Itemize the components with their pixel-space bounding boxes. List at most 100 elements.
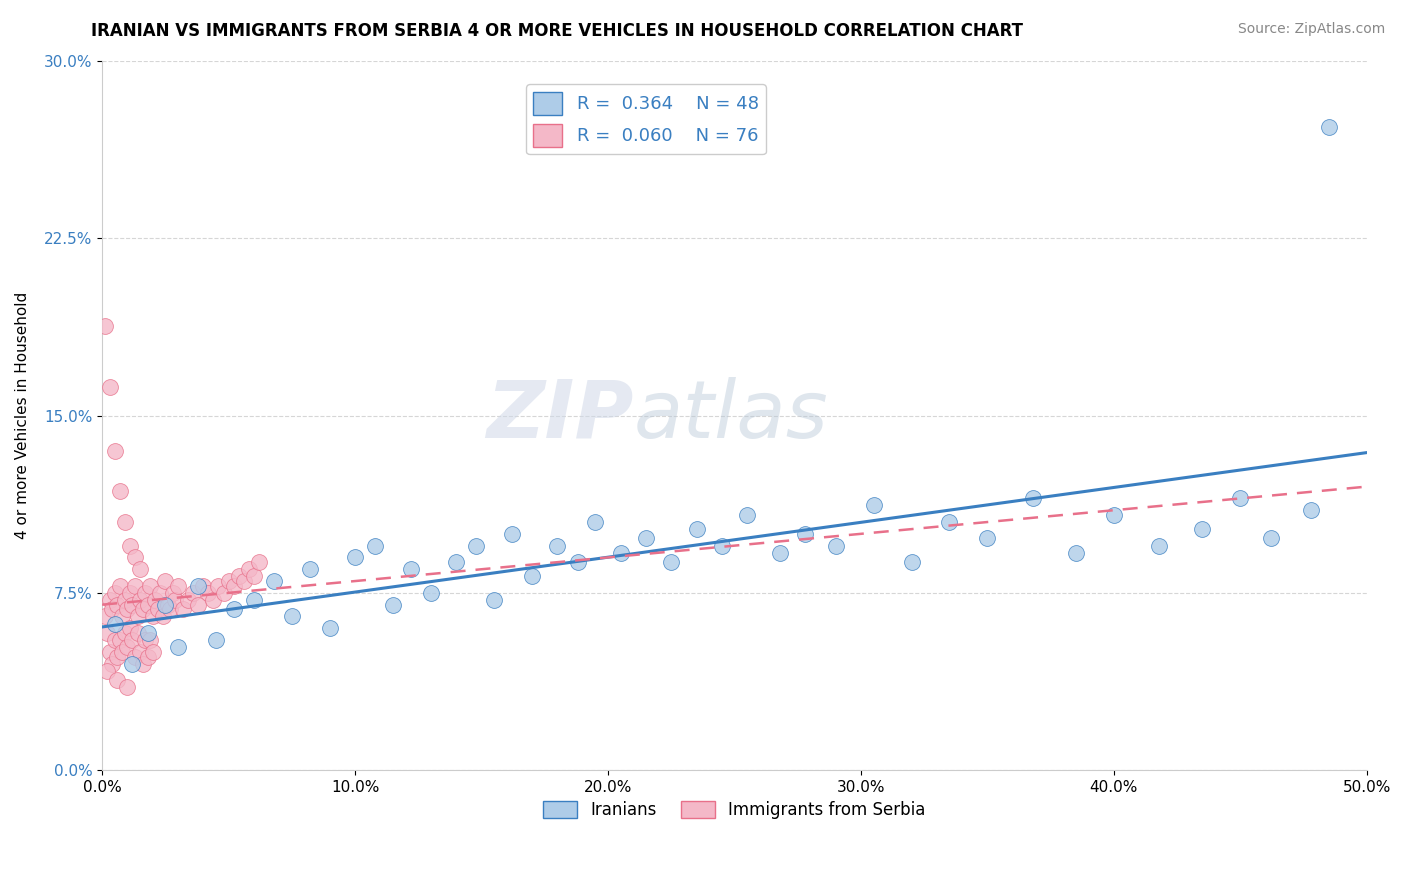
Point xyxy=(181,586,204,600)
Point xyxy=(228,569,250,583)
Point xyxy=(212,586,235,600)
Point xyxy=(152,609,174,624)
Point xyxy=(243,593,266,607)
Point xyxy=(319,621,342,635)
Point xyxy=(193,579,215,593)
Point xyxy=(205,633,228,648)
Legend: Iranians, Immigrants from Serbia: Iranians, Immigrants from Serbia xyxy=(537,794,932,825)
Point xyxy=(93,318,115,333)
Point xyxy=(382,598,405,612)
Point xyxy=(1102,508,1125,522)
Point xyxy=(105,673,128,688)
Point xyxy=(121,657,143,671)
Point xyxy=(96,664,118,678)
Point xyxy=(155,598,177,612)
Point xyxy=(114,593,136,607)
Point xyxy=(156,598,179,612)
Point xyxy=(127,626,149,640)
Point xyxy=(134,586,156,600)
Point xyxy=(142,609,165,624)
Point xyxy=(222,579,245,593)
Point xyxy=(298,562,321,576)
Point xyxy=(167,640,190,654)
Point xyxy=(794,526,817,541)
Point xyxy=(104,586,127,600)
Point xyxy=(862,499,884,513)
Point xyxy=(165,593,187,607)
Point xyxy=(769,546,792,560)
Y-axis label: 4 or more Vehicles in Household: 4 or more Vehicles in Household xyxy=(15,292,30,539)
Point xyxy=(104,444,127,458)
Point xyxy=(118,539,141,553)
Point xyxy=(938,515,960,529)
Point xyxy=(104,633,127,648)
Point xyxy=(131,657,153,671)
Point xyxy=(609,546,631,560)
Point xyxy=(124,550,146,565)
Point xyxy=(1149,539,1171,553)
Point xyxy=(121,598,143,612)
Point xyxy=(177,593,200,607)
Point xyxy=(124,649,146,664)
Point xyxy=(117,640,139,654)
Point xyxy=(419,586,441,600)
Point xyxy=(108,579,131,593)
Point xyxy=(98,380,121,394)
Point xyxy=(121,633,143,648)
Point xyxy=(129,645,152,659)
Point xyxy=(232,574,254,588)
Point xyxy=(1301,503,1323,517)
Point xyxy=(364,539,387,553)
Point xyxy=(685,522,707,536)
Point xyxy=(105,649,128,664)
Point xyxy=(202,593,225,607)
Point xyxy=(976,532,998,546)
Point xyxy=(117,602,139,616)
Point xyxy=(114,515,136,529)
Point xyxy=(98,645,121,659)
Point xyxy=(197,586,219,600)
Point xyxy=(139,633,162,648)
Point xyxy=(583,515,606,529)
Point xyxy=(139,579,162,593)
Point xyxy=(108,633,131,648)
Point xyxy=(117,681,139,695)
Point xyxy=(136,649,159,664)
Point xyxy=(129,562,152,576)
Point xyxy=(567,555,589,569)
Point xyxy=(900,555,922,569)
Point xyxy=(520,569,543,583)
Point xyxy=(167,579,190,593)
Point xyxy=(155,574,177,588)
Point xyxy=(1064,546,1087,560)
Point xyxy=(136,626,159,640)
Point xyxy=(1260,532,1282,546)
Point xyxy=(238,562,260,576)
Point xyxy=(263,574,285,588)
Point xyxy=(1229,491,1251,506)
Text: Source: ZipAtlas.com: Source: ZipAtlas.com xyxy=(1237,22,1385,37)
Point xyxy=(101,657,124,671)
Point xyxy=(118,586,141,600)
Point xyxy=(118,621,141,635)
Point xyxy=(105,598,128,612)
Point xyxy=(172,602,194,616)
Point xyxy=(1191,522,1213,536)
Point xyxy=(735,508,758,522)
Point xyxy=(482,593,505,607)
Point xyxy=(207,579,229,593)
Point xyxy=(129,593,152,607)
Point xyxy=(114,626,136,640)
Text: ZIP: ZIP xyxy=(486,376,633,455)
Point xyxy=(159,602,181,616)
Point xyxy=(124,579,146,593)
Point xyxy=(104,616,127,631)
Point xyxy=(108,484,131,499)
Point xyxy=(444,555,467,569)
Point xyxy=(1022,491,1045,506)
Point xyxy=(101,602,124,616)
Point xyxy=(501,526,523,541)
Point xyxy=(465,539,488,553)
Point xyxy=(399,562,422,576)
Point xyxy=(218,574,240,588)
